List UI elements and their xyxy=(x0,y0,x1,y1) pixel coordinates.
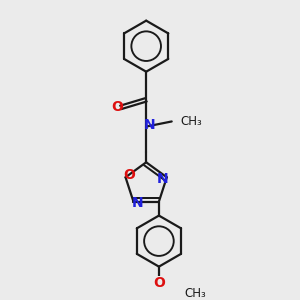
Text: N: N xyxy=(132,196,144,210)
Text: O: O xyxy=(124,168,136,182)
Text: CH₃: CH₃ xyxy=(181,115,202,128)
Text: O: O xyxy=(111,100,123,114)
Text: O: O xyxy=(154,276,165,290)
Text: N: N xyxy=(156,172,168,186)
Text: CH₃: CH₃ xyxy=(184,287,206,300)
Text: N: N xyxy=(144,118,155,132)
